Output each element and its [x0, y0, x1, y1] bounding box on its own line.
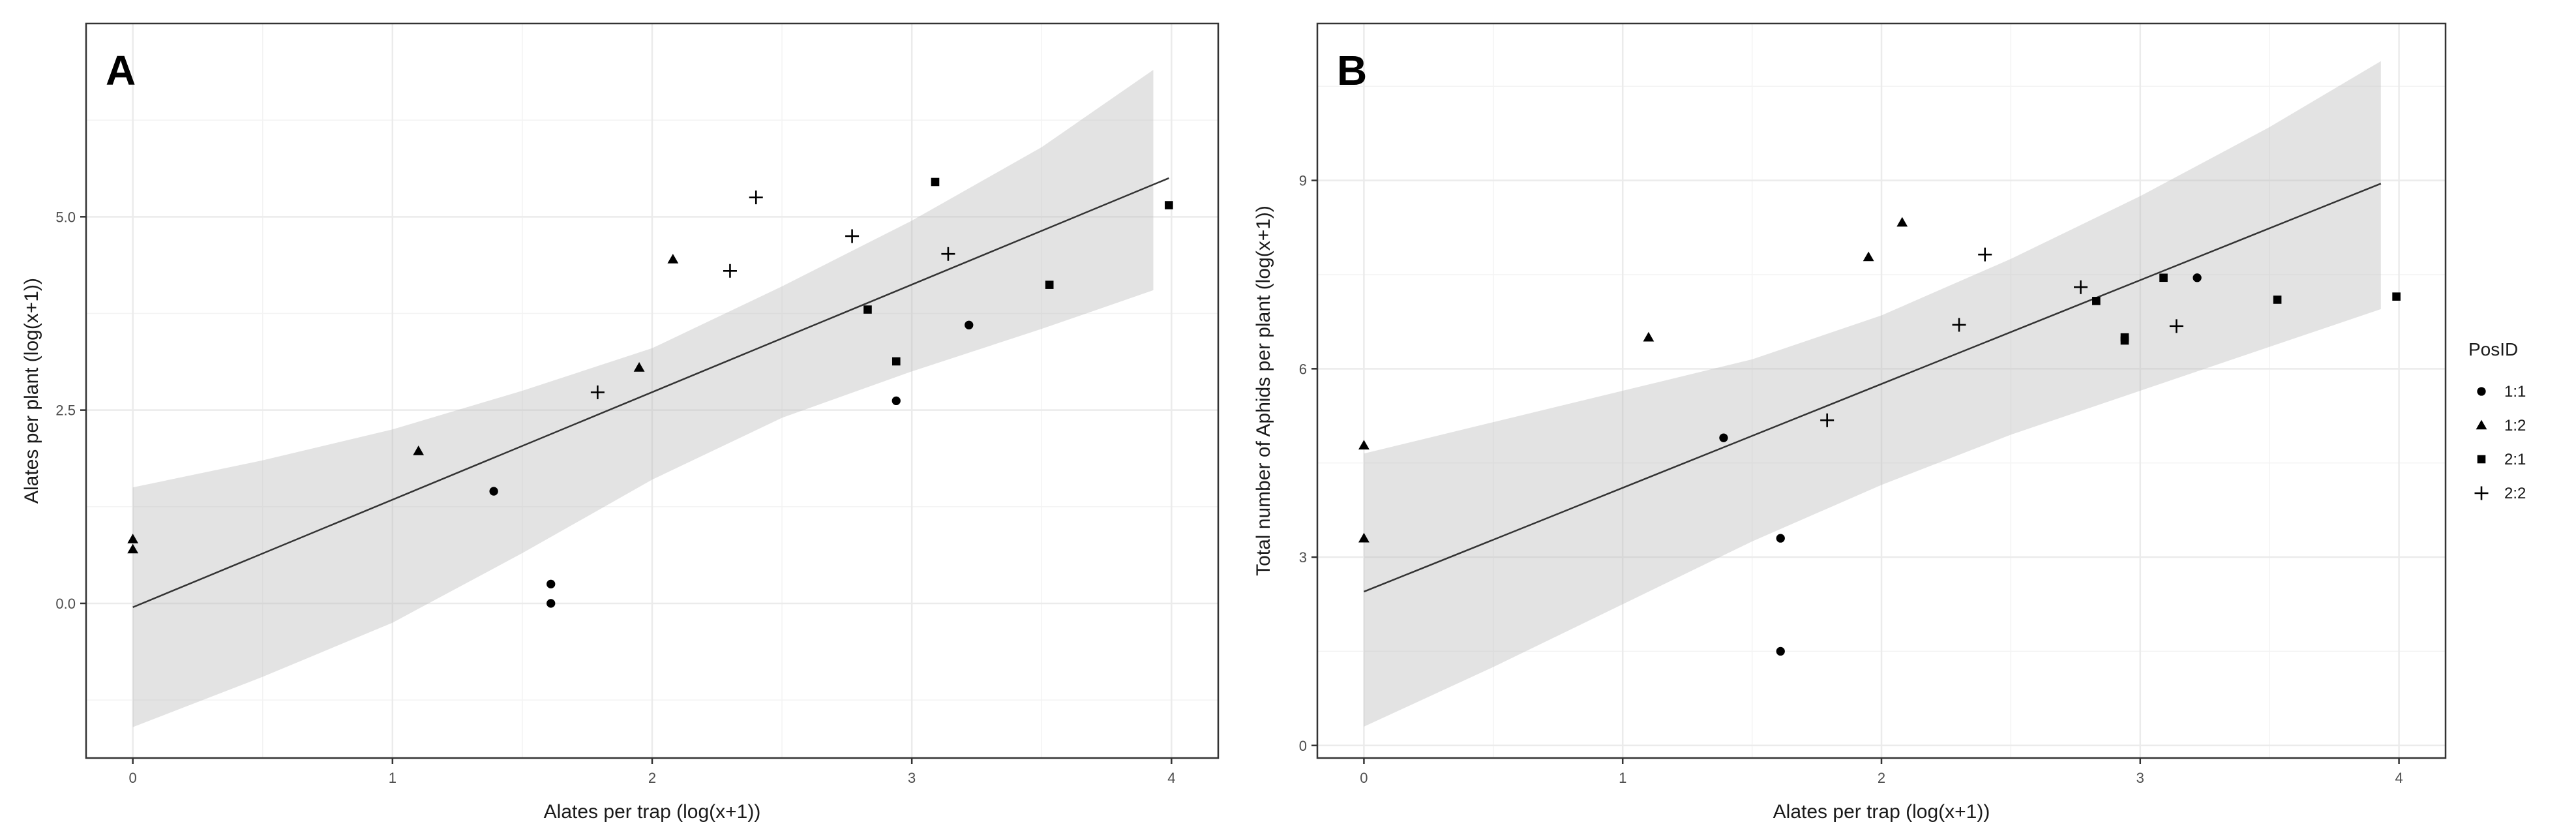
- panel-b-point-plus: [1820, 413, 1835, 427]
- panel-b-confidence-band: [1364, 61, 2381, 727]
- panel-b-point-square: [2392, 292, 2401, 301]
- panel-b-x-tick-label: 2: [1878, 770, 1885, 786]
- panel-b-point-triangle: [1643, 331, 1655, 342]
- panel-a-ticks: 0 1 2 3 4 0.0 2.5 5.0: [55, 209, 1175, 786]
- legend-key-square: [2477, 455, 2486, 464]
- panel-a-point-triangle: [127, 534, 139, 543]
- panel-b-point-triangle: [1863, 251, 1874, 262]
- panel-b-point-circle: [1719, 433, 1728, 442]
- panel-b-regression-line: [1363, 183, 2382, 593]
- panel-a-x-tick-label: 1: [389, 770, 397, 786]
- panel-b-y-tick-label: 0: [1299, 738, 1307, 754]
- panel-b-band-layer: [1364, 61, 2381, 727]
- panel-b-point-square: [2273, 296, 2282, 304]
- legend-key-circle: [2477, 387, 2486, 396]
- panel-a-point-triangle: [127, 543, 139, 554]
- panel-a-band-layer: [132, 70, 1154, 727]
- legend-label: 1:1: [2504, 383, 2526, 401]
- panel-a-point-plus: [941, 247, 955, 261]
- panel-a-point-circle: [891, 396, 901, 406]
- panel-b-y-axis-title: Total number of Aphids per plant (log(x+…: [1253, 205, 1274, 576]
- panel-a-point-square: [1045, 281, 1054, 289]
- legend-label: 2:2: [2504, 485, 2526, 502]
- panel-b-point-triangle: [1358, 440, 1370, 450]
- panel-a-line-layer: [132, 177, 1169, 609]
- panel-a-point-triangle: [633, 362, 645, 372]
- panel-a-points: [127, 177, 1173, 608]
- panel-b-point-circle: [2193, 273, 2202, 282]
- panel-a-x-tick-label: 2: [648, 770, 656, 786]
- panel-a-point-circle: [965, 320, 974, 329]
- panel-b-x-tick-label: 1: [1619, 770, 1626, 786]
- panel-a-y-tick-label: 2.5: [55, 402, 76, 419]
- legend: PosID 1:1 1:2 2:1 2:2: [2468, 339, 2526, 502]
- panel-a-regression-line: [132, 177, 1169, 609]
- panel-a-x-tick-label: 0: [129, 770, 137, 786]
- panel-b-x-tick-label: 4: [2395, 770, 2403, 786]
- panel-b-grid: [1317, 23, 2446, 758]
- panel-b-x-tick-label: 3: [2136, 770, 2144, 786]
- panel-b: 0 1 2 3 4 0 3 6 9 B Alates per trap (log(x+1)) T…: [1253, 22, 2447, 823]
- panel-b-point-triangle: [1896, 217, 1908, 227]
- legend-key-plus: [2474, 486, 2489, 500]
- panel-b-point-triangle: [1358, 532, 1370, 543]
- panel-a-x-axis-title: Alates per trap (log(x+1)): [544, 801, 761, 823]
- panel-a-point-circle: [547, 579, 556, 588]
- panel-b-point-plus: [1978, 247, 1992, 262]
- legend-label: 1:2: [2504, 417, 2526, 434]
- panel-b-point-circle: [1776, 646, 1785, 656]
- panel-b-points: [1358, 217, 2401, 656]
- panel-a-point-plus: [723, 264, 737, 278]
- panel-a-point-plus: [845, 229, 860, 243]
- panel-a-x-tick-label: 3: [908, 770, 916, 786]
- legend-label: 2:1: [2504, 451, 2526, 468]
- panel-a-x-tick-label: 4: [1167, 770, 1175, 786]
- panel-b-point-circle: [1776, 534, 1785, 543]
- panel-b-point-plus: [1952, 318, 1966, 332]
- panel-b-ticks: 0 1 2 3 4 0 3 6 9: [1299, 173, 2403, 786]
- panel-b-point-square: [2120, 333, 2129, 342]
- panel-a-point-triangle: [413, 446, 425, 455]
- panel-b-x-tick-label: 0: [1360, 770, 1368, 786]
- panel-b-y-tick-label: 9: [1299, 173, 1307, 189]
- panel-a-point-square: [931, 177, 940, 187]
- panel-a-confidence-band: [132, 70, 1154, 727]
- legend-title: PosID: [2468, 339, 2518, 359]
- panel-b-point-square: [2092, 297, 2101, 305]
- panel-a-point-circle: [489, 487, 498, 496]
- panel-a-point-circle: [547, 599, 556, 608]
- panel-a-grid: [86, 23, 1218, 758]
- panel-b-point-square: [2159, 273, 2168, 282]
- panel-b-y-tick-label: 6: [1299, 361, 1307, 377]
- panel-a-y-tick-label: 5.0: [55, 209, 76, 225]
- panel-b-y-tick-label: 3: [1299, 549, 1307, 566]
- panel-a-point-triangle: [667, 254, 679, 264]
- panel-a-point-square: [1165, 201, 1173, 209]
- panel-a-label: A: [106, 47, 136, 94]
- panel-a-y-axis-title: Alates per plant (log(x+1)): [21, 278, 42, 504]
- panel-a-point-plus: [590, 385, 605, 399]
- panel-a-point-square: [891, 357, 901, 366]
- panel-a-point-square: [863, 305, 872, 314]
- panel-b-label: B: [1337, 47, 1367, 94]
- panel-a-y-tick-label: 0.0: [55, 596, 76, 612]
- panel-a-point-plus: [749, 190, 763, 205]
- panel-a: 0 1 2 3 4 0.0 2.5 5.0 A Alates per trap (log(x+…: [21, 22, 1220, 823]
- panel-b-line-layer: [1363, 183, 2382, 593]
- panel-b-point-plus: [2074, 280, 2088, 294]
- panel-b-x-axis-title: Alates per trap (log(x+1)): [1773, 801, 1990, 823]
- legend-key-triangle: [2476, 419, 2487, 430]
- panel-b-point-plus: [2169, 319, 2183, 333]
- legend-items: 1:1 1:2 2:1 2:2: [2474, 383, 2526, 502]
